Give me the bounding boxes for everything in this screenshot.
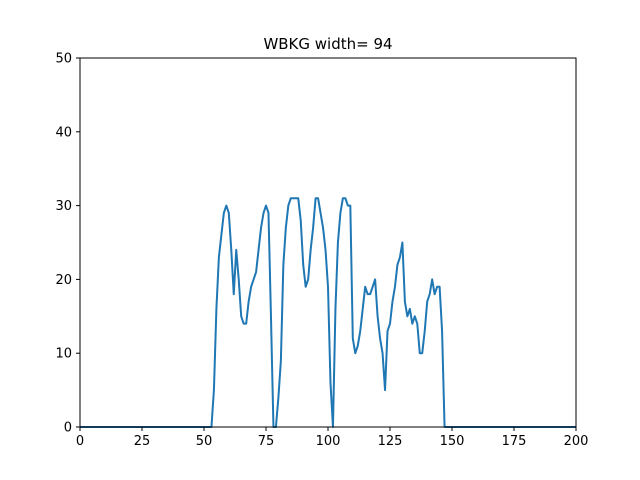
series-line-0 <box>80 197 576 428</box>
y-tick-label: 30 <box>55 199 72 214</box>
axes-frame <box>79 57 577 428</box>
x-tick-label: 25 <box>134 434 151 449</box>
y-tick-label: 20 <box>55 273 72 288</box>
x-tick-label: 50 <box>196 434 213 449</box>
y-tick-label: 0 <box>64 421 72 436</box>
x-tick-label: 200 <box>564 434 589 449</box>
x-tick-label: 75 <box>258 434 275 449</box>
plot-area <box>80 197 576 428</box>
y-tick-label: 50 <box>55 52 72 67</box>
x-tick-label: 175 <box>502 434 527 449</box>
axis-ticks: 0 25 50 75 100 125 150 175 200 0 10 20 30 40 50 <box>55 52 588 450</box>
x-tick-label: 150 <box>440 434 465 449</box>
chart-title: WBKG width= 94 <box>263 35 392 53</box>
x-tick-label: 0 <box>76 434 84 449</box>
x-tick-label: 100 <box>316 434 341 449</box>
y-tick-label: 10 <box>55 347 72 362</box>
x-tick-label: 125 <box>378 434 403 449</box>
y-tick-label: 40 <box>55 125 72 140</box>
